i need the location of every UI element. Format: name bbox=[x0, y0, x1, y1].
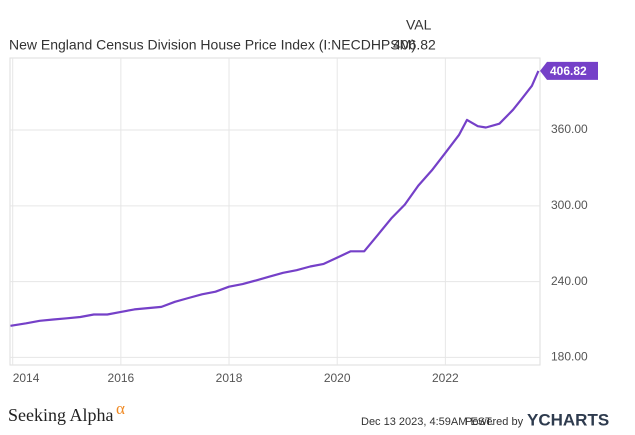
last-value-label: 406.82 bbox=[550, 64, 587, 78]
y-tick-label: 360.00 bbox=[551, 122, 588, 136]
series-value: 406.82 bbox=[393, 37, 436, 53]
x-tick-label: 2020 bbox=[324, 371, 351, 385]
series-line bbox=[10, 70, 540, 327]
source: Seeking Alpha bbox=[8, 405, 114, 425]
timestamp: Dec 13 2023, 4:59AM EST. bbox=[361, 416, 494, 428]
source-mark: α bbox=[116, 399, 125, 418]
plot-frame bbox=[9, 57, 541, 366]
column-header: VAL bbox=[406, 17, 432, 33]
series-name: New England Census Division House Price … bbox=[9, 37, 416, 53]
flag-shape bbox=[540, 61, 598, 80]
x-tick-label: 2016 bbox=[108, 371, 135, 385]
x-tick-label: 2022 bbox=[432, 371, 459, 385]
x-tick-label: 2014 bbox=[13, 371, 40, 385]
y-tick-label: 240.00 bbox=[551, 274, 588, 288]
powered-by: Powered by bbox=[465, 416, 524, 428]
last-value-flag: 406.82 bbox=[540, 61, 598, 80]
brand: YCHARTS bbox=[527, 410, 609, 429]
y-tick-label: 180.00 bbox=[551, 350, 588, 364]
x-tick-label: 2018 bbox=[216, 371, 243, 385]
y-tick-label: 300.00 bbox=[551, 198, 588, 212]
